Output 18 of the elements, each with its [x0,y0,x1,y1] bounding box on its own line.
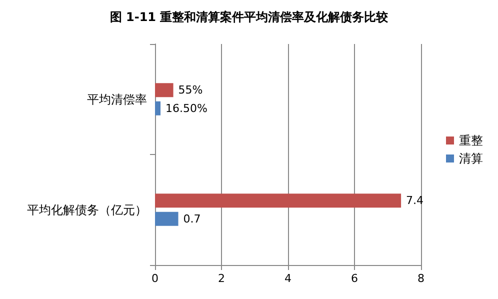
y-tick-label: 平均化解债务（亿元） [27,202,147,217]
y-tick-label: 平均清偿率 [87,92,147,106]
bar [155,101,160,116]
data-label: 16.50% [165,102,208,115]
x-tick-label: 6 [351,272,358,285]
data-label: 55% [178,84,203,97]
bar [155,194,402,208]
chart-title: 图 1-11 重整和清算案件平均清偿率及化解债务比较 [110,10,390,24]
legend-label: 清算 [459,152,483,166]
bar [155,83,174,98]
bar [155,212,178,226]
x-tick-label: 4 [284,272,292,285]
x-tick-label: 0 [152,272,158,285]
data-label: 0.7 [183,212,201,226]
x-tick-label: 8 [418,272,424,285]
x-tick-label: 2 [218,272,225,285]
legend-label: 重整 [459,134,483,148]
data-label: 7.4 [406,194,424,208]
